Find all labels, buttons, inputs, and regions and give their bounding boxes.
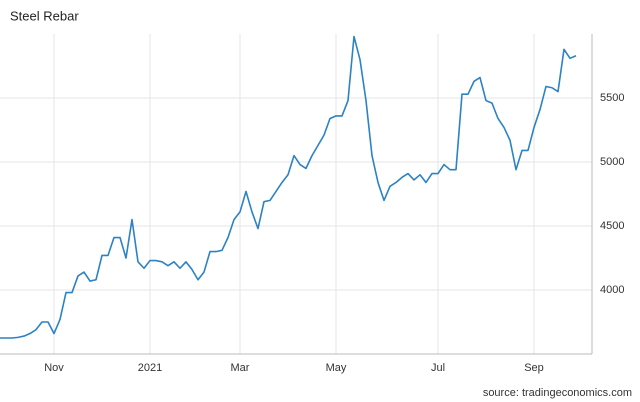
x-tick-label: Jul: [431, 362, 445, 374]
chart-title: Steel Rebar: [10, 8, 79, 23]
x-tick-label: Nov: [44, 362, 64, 374]
x-tick-label: May: [326, 362, 347, 374]
y-tick-label: 5500: [600, 92, 624, 104]
line-series: [0, 35, 577, 339]
x-tick-label: Sep: [524, 362, 544, 374]
y-tick-label: 4000: [600, 284, 624, 296]
x-tick-label: 2021: [138, 362, 162, 374]
source-note: source: tradingeconomics.com: [483, 387, 632, 399]
y-tick-label: 5000: [600, 156, 624, 168]
y-tick-label: 4500: [600, 220, 624, 232]
x-tick-label: Mar: [231, 362, 250, 374]
